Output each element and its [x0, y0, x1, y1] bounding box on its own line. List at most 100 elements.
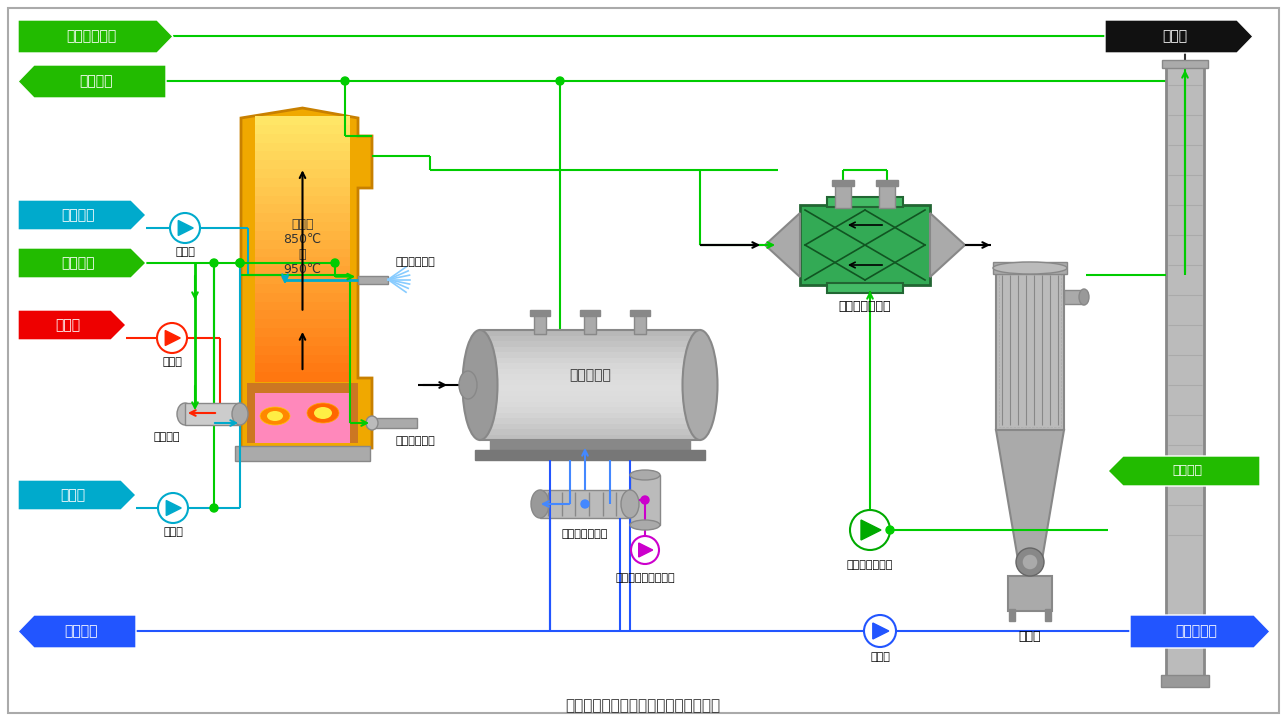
Polygon shape — [18, 310, 126, 340]
Text: ポンプ: ポンプ — [163, 527, 183, 537]
Circle shape — [556, 77, 564, 85]
Circle shape — [580, 500, 589, 508]
FancyBboxPatch shape — [1064, 290, 1084, 304]
Circle shape — [1022, 554, 1039, 570]
Circle shape — [341, 77, 349, 85]
Ellipse shape — [631, 470, 660, 480]
FancyBboxPatch shape — [255, 257, 350, 267]
Text: ポンプ: ポンプ — [162, 357, 181, 367]
FancyBboxPatch shape — [828, 197, 903, 207]
Circle shape — [210, 504, 218, 512]
Polygon shape — [1106, 20, 1254, 53]
FancyBboxPatch shape — [255, 249, 350, 258]
Circle shape — [631, 536, 659, 564]
FancyBboxPatch shape — [534, 312, 546, 334]
FancyBboxPatch shape — [255, 372, 350, 382]
FancyBboxPatch shape — [255, 151, 350, 162]
Polygon shape — [638, 543, 653, 557]
FancyBboxPatch shape — [247, 383, 358, 443]
Polygon shape — [241, 108, 372, 448]
Circle shape — [849, 510, 891, 550]
FancyBboxPatch shape — [580, 310, 600, 316]
Ellipse shape — [994, 262, 1067, 274]
FancyBboxPatch shape — [480, 429, 700, 435]
Polygon shape — [861, 520, 882, 540]
Polygon shape — [166, 500, 181, 516]
Text: ボイラ給水: ボイラ給水 — [1175, 624, 1218, 639]
FancyBboxPatch shape — [255, 169, 350, 179]
Polygon shape — [18, 200, 145, 230]
FancyBboxPatch shape — [255, 133, 350, 143]
Text: 廃液スプレヤ: 廃液スプレヤ — [395, 257, 435, 267]
FancyBboxPatch shape — [255, 363, 350, 373]
Ellipse shape — [366, 416, 378, 430]
FancyBboxPatch shape — [480, 402, 700, 408]
Circle shape — [885, 526, 894, 534]
FancyBboxPatch shape — [358, 275, 387, 283]
Polygon shape — [18, 65, 166, 98]
Circle shape — [170, 213, 199, 243]
FancyBboxPatch shape — [480, 335, 700, 342]
FancyBboxPatch shape — [801, 205, 931, 285]
Text: ポンプ: ポンプ — [175, 247, 194, 257]
FancyBboxPatch shape — [255, 160, 350, 170]
Text: 燃焼空気: 燃焼空気 — [1172, 464, 1203, 477]
FancyBboxPatch shape — [480, 347, 700, 353]
FancyBboxPatch shape — [255, 345, 350, 355]
Circle shape — [157, 323, 187, 353]
Text: 燃焼空気ブロワ: 燃焼空気ブロワ — [847, 560, 893, 570]
Circle shape — [158, 493, 188, 523]
FancyBboxPatch shape — [828, 283, 903, 293]
FancyBboxPatch shape — [480, 423, 700, 430]
Ellipse shape — [1079, 289, 1089, 305]
FancyBboxPatch shape — [835, 183, 851, 208]
Circle shape — [210, 259, 218, 267]
Text: 分解炉
850℃
～
950℃: 分解炉 850℃ ～ 950℃ — [283, 218, 322, 275]
FancyBboxPatch shape — [255, 293, 350, 303]
Polygon shape — [1130, 615, 1270, 648]
Text: 回収蒸気: 回収蒸気 — [80, 74, 113, 89]
Text: 助燃焼器: 助燃焼器 — [153, 432, 180, 442]
FancyBboxPatch shape — [255, 310, 350, 320]
Text: 噴霧媒体: 噴霧媒体 — [62, 256, 95, 270]
FancyBboxPatch shape — [480, 341, 700, 348]
FancyBboxPatch shape — [480, 374, 700, 381]
FancyBboxPatch shape — [480, 418, 700, 425]
FancyBboxPatch shape — [1166, 65, 1205, 680]
FancyBboxPatch shape — [475, 450, 705, 460]
Text: ブロー水: ブロー水 — [64, 624, 98, 639]
FancyBboxPatch shape — [185, 403, 239, 425]
Text: 廃熱ボイラ: 廃熱ボイラ — [569, 368, 611, 382]
Ellipse shape — [682, 330, 717, 440]
FancyBboxPatch shape — [480, 396, 700, 402]
FancyBboxPatch shape — [480, 391, 700, 397]
FancyBboxPatch shape — [255, 284, 350, 293]
FancyBboxPatch shape — [480, 330, 700, 337]
Ellipse shape — [260, 407, 290, 425]
Ellipse shape — [462, 330, 498, 440]
Polygon shape — [165, 330, 180, 345]
Ellipse shape — [631, 520, 660, 530]
FancyBboxPatch shape — [255, 239, 350, 249]
FancyBboxPatch shape — [255, 125, 350, 135]
Circle shape — [864, 615, 896, 647]
FancyBboxPatch shape — [634, 312, 646, 334]
FancyBboxPatch shape — [1009, 609, 1015, 621]
Text: 有機（高濃度）廃液処理装置フロー図: 有機（高濃度）廃液処理装置フロー図 — [565, 699, 721, 714]
FancyBboxPatch shape — [255, 328, 350, 338]
FancyBboxPatch shape — [480, 407, 700, 414]
FancyBboxPatch shape — [831, 180, 855, 186]
FancyBboxPatch shape — [480, 352, 700, 358]
FancyBboxPatch shape — [530, 310, 550, 316]
FancyBboxPatch shape — [1045, 609, 1051, 621]
FancyBboxPatch shape — [631, 475, 660, 525]
Text: 薬注ポンプユニット: 薬注ポンプユニット — [615, 573, 674, 583]
FancyBboxPatch shape — [255, 178, 350, 187]
Polygon shape — [1108, 456, 1260, 486]
Text: 排ガス: 排ガス — [1162, 30, 1188, 43]
FancyBboxPatch shape — [255, 393, 350, 443]
FancyBboxPatch shape — [480, 368, 700, 375]
Text: 燃焼空気予熱器: 燃焼空気予熱器 — [839, 301, 892, 314]
FancyBboxPatch shape — [480, 358, 700, 364]
Polygon shape — [18, 248, 145, 278]
